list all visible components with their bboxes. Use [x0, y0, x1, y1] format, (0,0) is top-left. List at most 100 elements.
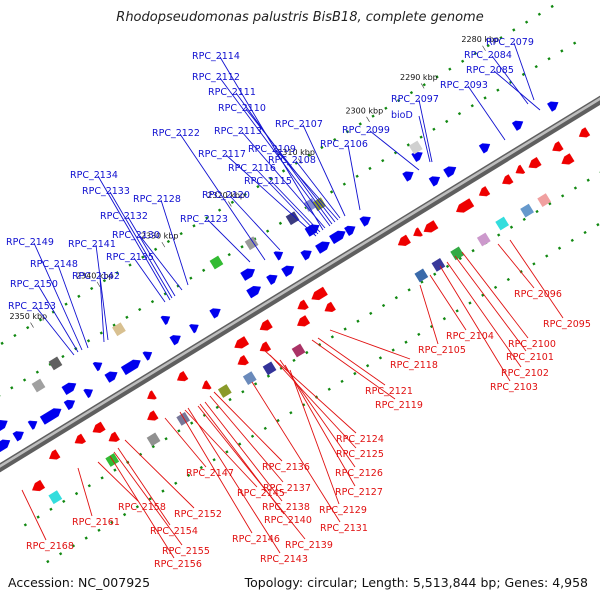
reverse-label-leader — [419, 284, 439, 345]
reverse-gene-label: RPC_2126 — [335, 468, 383, 479]
track-tick — [99, 331, 103, 335]
track-tick — [545, 254, 549, 258]
reverse-gene-label: RPC_2121 — [365, 386, 413, 397]
forward-gene-label: RPC_2117 — [198, 149, 246, 160]
reverse-gene — [147, 410, 159, 421]
reverse-similarity-box — [242, 371, 257, 385]
reverse-gene-label: RPC_2101 — [506, 352, 554, 363]
forward-gene-label: RPC_2150 — [10, 279, 58, 290]
reverse-gene — [108, 431, 120, 442]
reverse-label-leader — [263, 349, 357, 434]
kbp-tick — [366, 116, 370, 122]
forward-gene — [27, 420, 38, 430]
track-tick — [342, 182, 347, 186]
reverse-gene — [297, 315, 311, 327]
reverse-label-leader — [209, 395, 284, 483]
forward-gene — [329, 230, 346, 245]
track-tick — [378, 356, 383, 360]
track-tick — [240, 245, 244, 249]
forward-gene-label: bioD — [391, 110, 413, 121]
forward-gene-label: RPC_2111 — [208, 87, 256, 98]
reverse-similarity-box — [48, 490, 63, 505]
forward-label-leader — [133, 257, 166, 303]
track-tick — [110, 520, 114, 525]
reverse-gene-label: RPC_2161 — [72, 517, 120, 528]
reverse-label-leader — [184, 409, 258, 488]
track-tick — [10, 386, 14, 390]
track-tick — [250, 434, 255, 438]
forward-similarity-box — [312, 197, 327, 212]
track-tick — [113, 468, 117, 472]
track-tick — [153, 247, 158, 251]
track-tick — [71, 544, 76, 548]
reverse-label-leader — [179, 411, 253, 534]
forward-gene — [0, 420, 8, 432]
track-tick — [189, 276, 193, 280]
forward-similarity-box — [31, 378, 46, 393]
reverse-gene-label: RPC_2140 — [264, 515, 312, 526]
kbp-tick — [420, 83, 425, 89]
forward-gene-label: RPC_2153 — [8, 301, 56, 312]
track-tick — [138, 307, 142, 312]
reverse-gene — [92, 421, 106, 433]
track-tick — [560, 49, 564, 53]
track-tick — [557, 246, 562, 250]
reverse-gene-label: RPC_2125 — [336, 449, 384, 460]
forward-gene-label: RPC_2108 — [268, 155, 316, 166]
track-tick — [560, 194, 565, 198]
forward-gene-label: RPC_2142 — [72, 271, 120, 282]
track-tick — [407, 288, 411, 292]
reverse-label-leader — [251, 381, 341, 523]
track-tick — [537, 12, 542, 16]
kbp-tick — [30, 322, 34, 328]
track-tick — [333, 137, 337, 142]
forward-label-leader — [207, 219, 251, 263]
track-tick — [263, 426, 267, 431]
reverse-similarity-box — [291, 343, 306, 358]
forward-similarity-box — [244, 236, 259, 251]
forward-gene — [359, 216, 371, 227]
reverse-gene-label: RPC_2139 — [285, 540, 333, 551]
reverse-gene — [423, 220, 439, 233]
track-tick — [305, 350, 309, 355]
track-tick — [381, 303, 386, 308]
forward-similarity-box — [303, 198, 318, 212]
reverse-similarity-box — [537, 193, 552, 208]
reverse-gene — [502, 174, 514, 185]
track-tick — [422, 83, 426, 87]
track-tick — [77, 294, 81, 298]
kbp-label: 2340 kbp — [76, 271, 114, 280]
reverse-gene — [234, 336, 250, 349]
reverse-gene — [49, 449, 61, 460]
forward-label-leader — [219, 77, 331, 227]
reverse-gene-label: RPC_2102 — [501, 368, 549, 379]
track-tick — [532, 262, 536, 266]
track-tick — [356, 319, 360, 323]
reverse-similarity-box — [520, 203, 534, 218]
track-tick — [74, 491, 79, 496]
forward-label-leader — [37, 284, 79, 353]
forward-label-leader — [57, 264, 89, 349]
track-tick — [278, 221, 283, 225]
track-tick — [473, 51, 478, 56]
track-tick — [212, 458, 216, 462]
kbp-label: 2280 kbp — [461, 35, 499, 44]
track-tick — [433, 272, 437, 276]
track-tick — [215, 405, 219, 410]
reverse-label-leader — [461, 251, 529, 339]
reverse-gene — [528, 156, 542, 169]
forward-label-leader — [493, 70, 541, 111]
track-tick — [38, 318, 43, 322]
track-tick — [512, 28, 516, 32]
forward-gene — [315, 241, 330, 254]
track-tick — [486, 43, 490, 48]
forward-gene — [83, 388, 94, 399]
forward-label-leader — [241, 131, 326, 229]
reverse-gene-label: RPC_2137 — [263, 483, 311, 494]
reverse-label-leader — [454, 255, 527, 352]
track-tick — [365, 364, 370, 368]
reverse-label-leader — [269, 354, 357, 449]
track-tick — [358, 122, 362, 126]
forward-gene — [281, 265, 295, 277]
